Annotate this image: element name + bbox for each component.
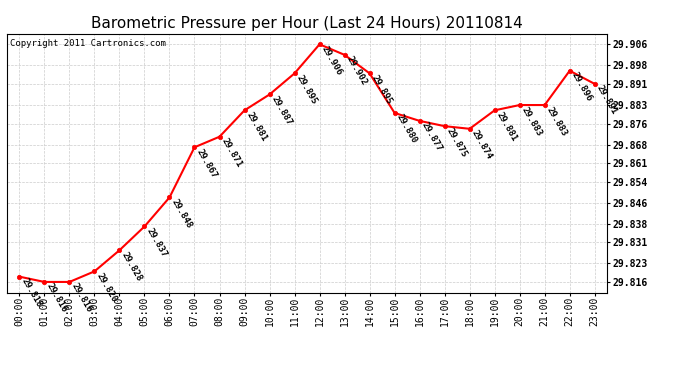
- Text: 29.820: 29.820: [95, 272, 119, 304]
- Point: [89, 268, 100, 274]
- Text: Copyright 2011 Cartronics.com: Copyright 2011 Cartronics.com: [10, 39, 166, 48]
- Text: 29.895: 29.895: [370, 74, 393, 106]
- Text: 29.816: 29.816: [70, 282, 93, 314]
- Point: [39, 279, 50, 285]
- Point: [489, 107, 500, 113]
- Point: [189, 144, 200, 150]
- Point: [264, 92, 275, 98]
- Text: 29.902: 29.902: [344, 55, 368, 87]
- Text: 29.816: 29.816: [44, 282, 68, 314]
- Point: [64, 279, 75, 285]
- Text: 29.875: 29.875: [444, 126, 469, 159]
- Point: [464, 126, 475, 132]
- Text: 29.837: 29.837: [144, 226, 168, 259]
- Text: 29.877: 29.877: [420, 121, 444, 153]
- Text: 29.906: 29.906: [319, 44, 344, 77]
- Text: 29.874: 29.874: [470, 129, 493, 161]
- Text: 29.896: 29.896: [570, 71, 593, 103]
- Text: 29.848: 29.848: [170, 198, 193, 230]
- Point: [589, 81, 600, 87]
- Point: [364, 70, 375, 76]
- Text: 29.883: 29.883: [544, 105, 569, 138]
- Title: Barometric Pressure per Hour (Last 24 Hours) 20110814: Barometric Pressure per Hour (Last 24 Ho…: [91, 16, 523, 31]
- Point: [164, 195, 175, 201]
- Point: [14, 274, 25, 280]
- Text: 29.883: 29.883: [520, 105, 544, 138]
- Text: 29.818: 29.818: [19, 277, 43, 309]
- Point: [564, 68, 575, 74]
- Point: [239, 107, 250, 113]
- Point: [114, 247, 125, 253]
- Point: [314, 41, 325, 47]
- Text: 29.881: 29.881: [244, 110, 268, 143]
- Text: 29.891: 29.891: [595, 84, 619, 116]
- Point: [389, 110, 400, 116]
- Text: 29.887: 29.887: [270, 94, 293, 127]
- Point: [414, 118, 425, 124]
- Point: [139, 224, 150, 230]
- Point: [339, 52, 350, 58]
- Point: [289, 70, 300, 76]
- Point: [439, 123, 450, 129]
- Text: 29.880: 29.880: [395, 113, 419, 146]
- Text: 29.871: 29.871: [219, 137, 244, 169]
- Point: [214, 134, 225, 140]
- Text: 29.828: 29.828: [119, 250, 144, 283]
- Text: 29.867: 29.867: [195, 147, 219, 180]
- Text: 29.895: 29.895: [295, 74, 319, 106]
- Point: [539, 102, 550, 108]
- Point: [514, 102, 525, 108]
- Text: 29.881: 29.881: [495, 110, 519, 143]
